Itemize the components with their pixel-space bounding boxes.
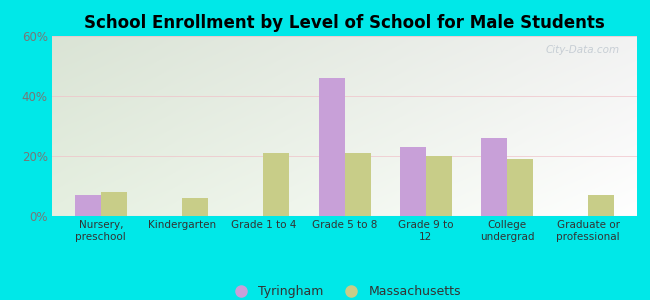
Title: School Enrollment by Level of School for Male Students: School Enrollment by Level of School for… [84,14,605,32]
Bar [263,153,289,216]
Bar [101,192,127,216]
Bar [426,156,452,216]
Bar [481,138,507,216]
Bar [507,159,533,216]
Text: City-Data.com: City-Data.com [545,45,619,55]
Legend: Tyringham, Massachusetts: Tyringham, Massachusetts [223,280,466,300]
Bar [75,195,101,216]
Bar [588,195,614,216]
Bar [400,147,426,216]
Bar [182,198,208,216]
Bar [318,78,344,216]
Bar [344,153,370,216]
